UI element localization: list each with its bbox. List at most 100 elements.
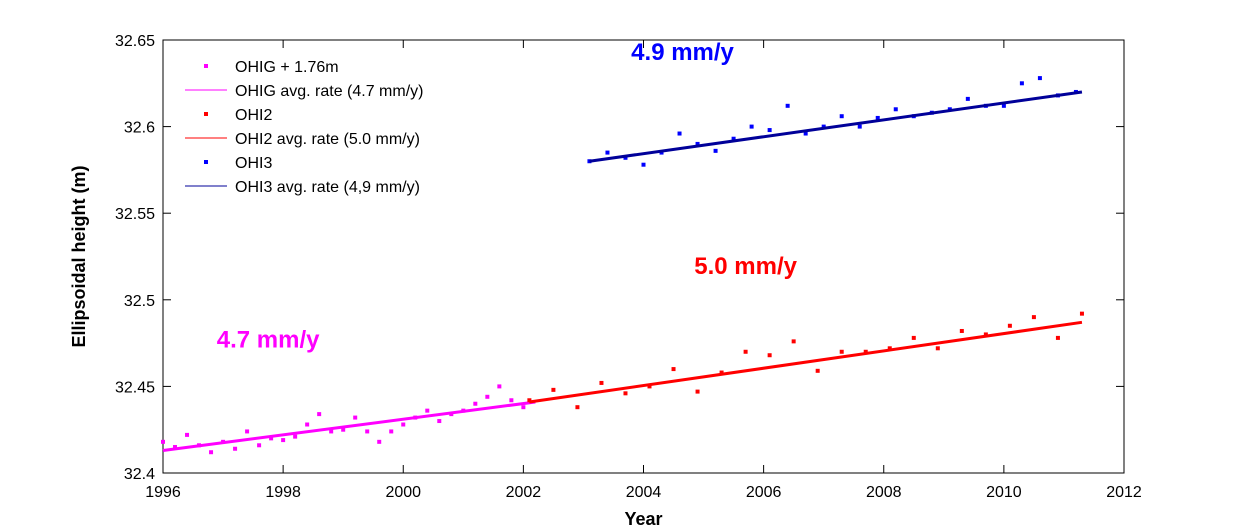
x-tick-label: 1998 xyxy=(265,484,301,501)
trend-line xyxy=(162,400,536,452)
data-point xyxy=(791,339,796,344)
series-3 xyxy=(529,320,1083,404)
legend-entry: OHIG + 1.76m xyxy=(235,59,339,76)
data-point xyxy=(875,115,880,120)
data-point xyxy=(389,429,394,434)
data-point xyxy=(377,439,382,444)
data-point xyxy=(401,422,406,427)
data-point xyxy=(1019,81,1024,86)
data-point xyxy=(863,349,868,354)
data-point xyxy=(677,131,682,136)
legend-entry: OHI3 xyxy=(235,155,272,172)
annotations: 4.7 mm/y 5.0 mm/y 4.9 mm/y xyxy=(217,39,798,354)
data-point xyxy=(1007,323,1012,328)
data-point xyxy=(887,346,892,351)
data-point xyxy=(305,422,310,427)
legend-point-swatch xyxy=(204,64,208,68)
y-tick-label: 32.6 xyxy=(124,120,155,137)
data-point xyxy=(743,349,748,354)
y-tick-label: 32.4 xyxy=(124,466,155,483)
x-tick-label: 2010 xyxy=(986,484,1022,501)
data-point xyxy=(233,446,238,451)
plot-area xyxy=(162,39,1125,474)
data-point xyxy=(713,148,718,153)
x-tick-label: 1996 xyxy=(145,484,181,501)
data-point xyxy=(527,398,532,403)
data-point xyxy=(245,429,250,434)
data-point xyxy=(1031,315,1036,320)
data-point xyxy=(365,429,370,434)
x-tick-label: 2012 xyxy=(1106,484,1142,501)
data-marks xyxy=(161,76,1084,455)
data-point xyxy=(281,438,286,443)
x-tick-label: 2002 xyxy=(506,484,542,501)
trend-line xyxy=(589,90,1083,163)
data-point xyxy=(803,131,808,136)
data-point xyxy=(1037,76,1042,81)
data-point xyxy=(1001,103,1006,108)
data-point xyxy=(575,405,580,410)
rate-annotation: 5.0 mm/y xyxy=(694,253,797,280)
data-point xyxy=(185,432,190,437)
data-point xyxy=(893,107,898,112)
data-point xyxy=(623,155,628,160)
legend-entry: OHIG avg. rate (4.7 mm/y) xyxy=(235,83,423,100)
y-tick-label: 32.65 xyxy=(115,33,155,50)
trend-line xyxy=(529,320,1083,404)
x-tick-label: 2000 xyxy=(385,484,421,501)
series-2 xyxy=(527,311,1084,410)
data-point xyxy=(173,445,178,450)
plot-frame xyxy=(162,39,1125,474)
series-5 xyxy=(589,90,1083,163)
data-point xyxy=(623,391,628,396)
data-point xyxy=(1055,335,1060,340)
x-tick-label: 2004 xyxy=(626,484,662,501)
rate-annotation: 4.7 mm/y xyxy=(217,326,320,353)
data-point xyxy=(269,436,274,441)
data-point xyxy=(425,408,430,413)
data-point xyxy=(599,380,604,385)
data-point xyxy=(1079,311,1084,316)
data-point xyxy=(959,328,964,333)
data-point xyxy=(935,346,940,351)
data-point xyxy=(671,367,676,372)
data-point xyxy=(209,450,214,455)
legend-point-swatch xyxy=(204,160,208,164)
data-point xyxy=(473,401,478,406)
legend: OHIG + 1.76m OHIG avg. rate (4.7 mm/y) OHI… xyxy=(185,59,423,196)
axes: 1996 1998 2000 2002 2004 2006 2008 2010 2012 32.4… xyxy=(69,33,1142,529)
legend-entry: OHI2 avg. rate (5.0 mm/y) xyxy=(235,131,420,148)
data-point xyxy=(695,141,700,146)
data-point xyxy=(641,162,646,167)
legend-point-swatch xyxy=(204,112,208,116)
data-point xyxy=(161,439,165,444)
y-tick-label: 32.55 xyxy=(115,206,155,223)
data-point xyxy=(605,150,610,155)
data-point xyxy=(317,412,322,417)
data-point xyxy=(509,398,514,403)
data-point xyxy=(731,136,736,141)
data-point xyxy=(821,124,826,129)
data-point xyxy=(497,384,502,389)
data-point xyxy=(911,335,916,340)
rate-annotation: 4.9 mm/y xyxy=(631,39,734,66)
data-point xyxy=(647,384,652,389)
x-tick-label: 2008 xyxy=(866,484,902,501)
data-point xyxy=(353,415,358,420)
y-tick-label: 32.5 xyxy=(124,293,155,310)
legend-entry: OHI2 xyxy=(235,107,272,124)
data-point xyxy=(839,114,844,119)
data-point xyxy=(341,427,346,432)
data-point xyxy=(719,370,724,375)
data-point xyxy=(293,434,298,439)
data-point xyxy=(749,124,754,129)
data-point xyxy=(257,443,262,448)
data-point xyxy=(767,353,772,358)
data-point xyxy=(551,387,556,392)
x-tick-label: 2006 xyxy=(746,484,782,501)
data-point xyxy=(437,419,442,424)
data-point xyxy=(767,128,772,133)
legend-entry: OHI3 avg. rate (4,9 mm/y) xyxy=(235,179,420,196)
data-point xyxy=(785,103,790,108)
